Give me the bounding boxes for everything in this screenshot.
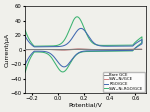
Legend: Bare GCE, SiW₁₂Ni/GCE, RGO/GCE, SiW₁₂Ni-RGO/GCE: Bare GCE, SiW₁₂Ni/GCE, RGO/GCE, SiW₁₂Ni-… [103, 72, 145, 92]
Y-axis label: Current/μA: Current/μA [4, 32, 9, 67]
X-axis label: Potential/V: Potential/V [69, 103, 102, 108]
